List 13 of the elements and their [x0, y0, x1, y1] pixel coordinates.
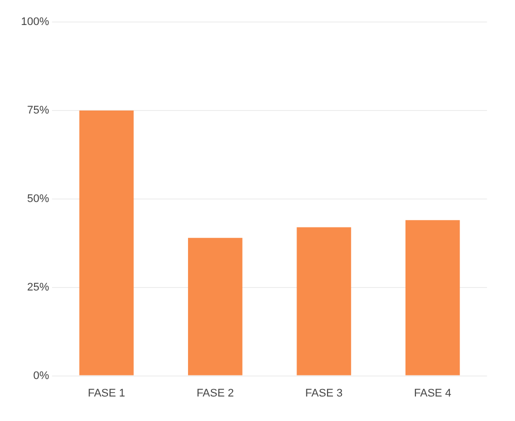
- y-tick-label: 75%: [27, 104, 50, 116]
- bar: [296, 227, 352, 376]
- y-tick-label: 50%: [27, 192, 50, 205]
- y-tick-label: 100%: [20, 16, 50, 28]
- x-tick-label: FASE 3: [305, 387, 343, 400]
- bar: [188, 238, 242, 376]
- y-tick-label: 0%: [33, 370, 50, 382]
- bar: [79, 110, 134, 376]
- bar: [405, 220, 460, 376]
- x-tick-label: FASE 4: [414, 387, 452, 400]
- x-tick-label: FASE 1: [88, 387, 126, 400]
- y-tick-label: 25%: [27, 281, 50, 294]
- x-tick-label: FASE 2: [196, 387, 234, 400]
